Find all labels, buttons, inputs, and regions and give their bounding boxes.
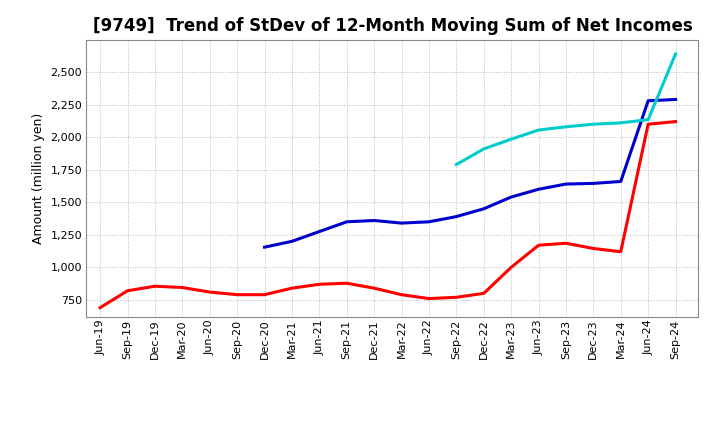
3 Years xyxy=(315,282,324,287)
5 Years xyxy=(562,181,570,187)
Title: [9749]  Trend of StDev of 12-Month Moving Sum of Net Incomes: [9749] Trend of StDev of 12-Month Moving… xyxy=(93,17,692,35)
5 Years xyxy=(260,245,269,250)
3 Years xyxy=(480,291,488,296)
5 Years xyxy=(425,219,433,224)
3 Years xyxy=(425,296,433,301)
3 Years xyxy=(534,242,543,248)
5 Years xyxy=(397,220,406,226)
3 Years xyxy=(452,295,461,300)
3 Years xyxy=(178,285,186,290)
7 Years xyxy=(616,120,625,125)
5 Years xyxy=(480,206,488,212)
3 Years xyxy=(507,265,516,270)
3 Years xyxy=(616,249,625,254)
7 Years xyxy=(589,121,598,127)
3 Years xyxy=(589,246,598,251)
7 Years xyxy=(507,136,516,142)
3 Years xyxy=(205,290,214,295)
Line: 7 Years: 7 Years xyxy=(456,54,675,165)
3 Years xyxy=(287,286,296,291)
5 Years xyxy=(507,194,516,200)
5 Years xyxy=(370,218,379,223)
3 Years xyxy=(123,288,132,293)
5 Years xyxy=(534,187,543,192)
3 Years xyxy=(260,292,269,297)
Line: 5 Years: 5 Years xyxy=(264,99,675,247)
3 Years xyxy=(562,241,570,246)
Y-axis label: Amount (million yen): Amount (million yen) xyxy=(32,113,45,244)
5 Years xyxy=(616,179,625,184)
5 Years xyxy=(287,238,296,244)
Line: 3 Years: 3 Years xyxy=(100,121,675,308)
3 Years xyxy=(397,292,406,297)
3 Years xyxy=(370,286,379,291)
5 Years xyxy=(343,219,351,224)
5 Years xyxy=(452,214,461,219)
3 Years xyxy=(671,119,680,124)
5 Years xyxy=(589,181,598,186)
3 Years xyxy=(644,121,652,127)
7 Years xyxy=(562,124,570,129)
3 Years xyxy=(96,305,104,310)
5 Years xyxy=(315,229,324,234)
7 Years xyxy=(534,128,543,133)
5 Years xyxy=(671,97,680,102)
7 Years xyxy=(480,146,488,151)
7 Years xyxy=(452,162,461,167)
3 Years xyxy=(343,281,351,286)
7 Years xyxy=(644,117,652,122)
3 Years xyxy=(150,283,159,289)
5 Years xyxy=(644,98,652,103)
3 Years xyxy=(233,292,241,297)
7 Years xyxy=(671,51,680,57)
